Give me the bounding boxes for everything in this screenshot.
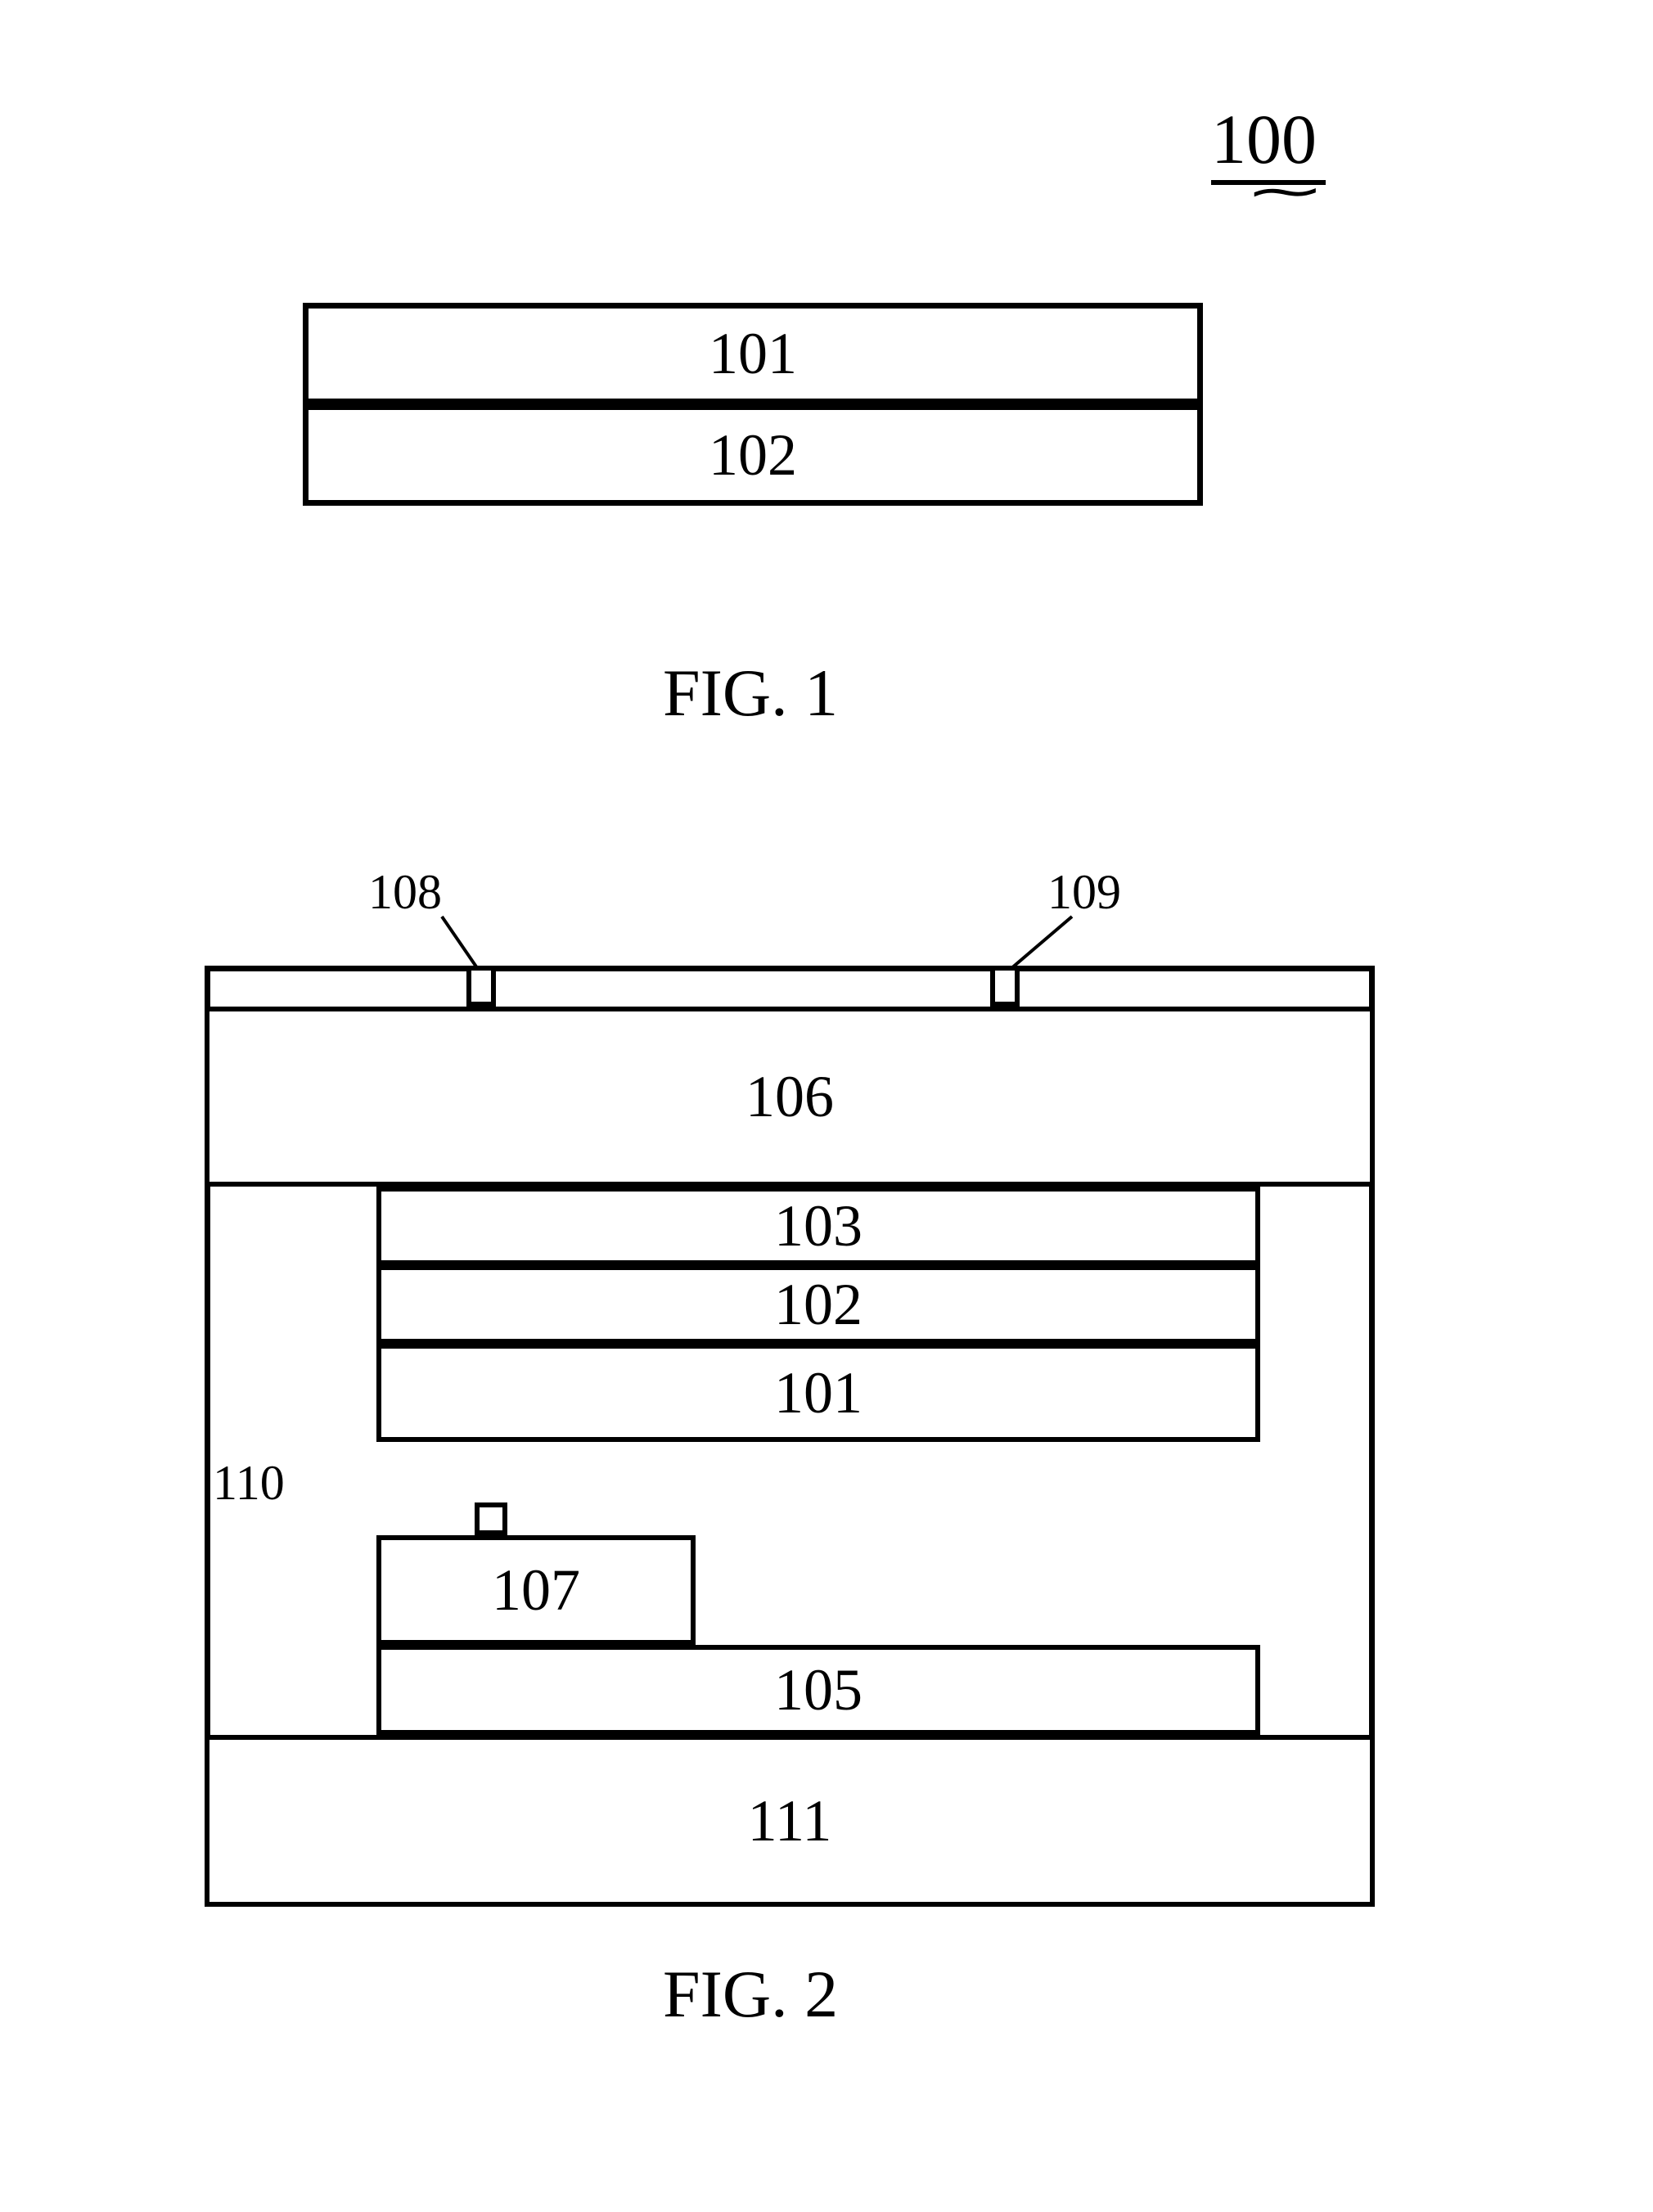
layer-106-label: 106 — [745, 1063, 834, 1131]
fig1-caption: FIG. 1 — [663, 655, 838, 732]
layer-101: 101 — [303, 303, 1203, 404]
layer-102-label: 102 — [774, 1271, 863, 1339]
layer-101: 101 — [376, 1344, 1260, 1442]
layer-107: 107 — [376, 1535, 696, 1645]
layer-102: 102 — [376, 1265, 1260, 1344]
fig2-caption: FIG. 2 — [663, 1956, 838, 2033]
contact-110 — [475, 1502, 507, 1535]
contact-108 — [466, 966, 496, 1007]
layer-111-label: 111 — [748, 1787, 832, 1855]
layer-105-label: 105 — [774, 1656, 863, 1724]
layer-103: 103 — [376, 1187, 1260, 1265]
layer-111: 111 — [205, 1735, 1375, 1907]
callout-108-label: 108 — [368, 864, 442, 921]
callout-110-label: 110 — [213, 1455, 285, 1511]
layer-102: 102 — [303, 404, 1203, 506]
layer-105: 105 — [376, 1645, 1260, 1735]
layer-101-label: 101 — [709, 320, 797, 388]
contact-109 — [990, 966, 1020, 1007]
layer-101-label: 101 — [774, 1359, 863, 1427]
figure-canvas: 100 ∼ 101102 FIG. 1 10610310210110710511… — [0, 0, 1653, 2212]
layer-106: 106 — [205, 1007, 1375, 1187]
layer-107-label: 107 — [492, 1557, 580, 1624]
layer-103-label: 103 — [774, 1192, 863, 1260]
layer-102-label: 102 — [709, 421, 797, 489]
callout-109-label: 109 — [1047, 864, 1121, 921]
